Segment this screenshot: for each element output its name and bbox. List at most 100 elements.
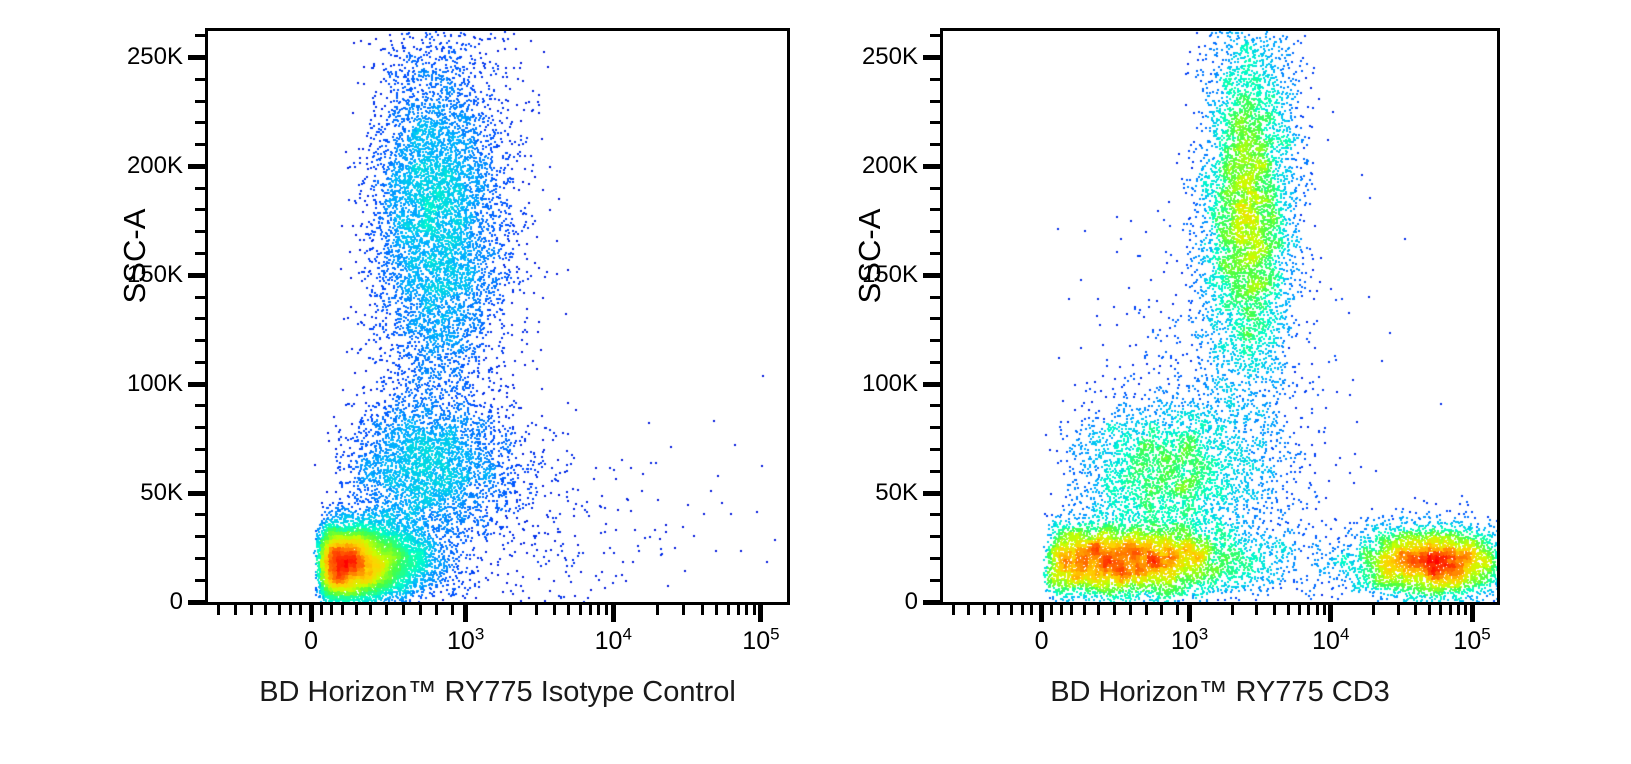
y-tick-minor: [195, 469, 208, 473]
y-tick-label: 250K: [861, 43, 918, 71]
x-tick-minor: [1112, 602, 1116, 615]
x-tick-label: 104: [594, 624, 632, 655]
y-tick-major: [923, 163, 943, 169]
y-tick-minor: [195, 295, 208, 299]
x-tick-minor: [996, 602, 1000, 615]
x-tick-minor: [1097, 602, 1101, 615]
y-tick-minor: [930, 77, 943, 81]
y-tick-minor: [930, 99, 943, 103]
y-tick-minor: [930, 360, 943, 364]
y-tick-minor: [930, 404, 943, 408]
x-tick-minor: [700, 602, 704, 615]
x-tick-minor: [1464, 602, 1468, 615]
x-tick-minor: [418, 602, 422, 615]
scatter-canvas-right: [943, 31, 1497, 602]
y-tick-major: [188, 490, 208, 496]
x-tick-minor: [277, 602, 281, 615]
y-tick-label: 100K: [861, 370, 918, 398]
x-tick-minor: [567, 602, 571, 615]
x-tick-minor: [1144, 602, 1148, 615]
x-tick-major: [610, 602, 616, 622]
x-tick-minor: [1396, 602, 1400, 615]
x-tick-minor: [508, 602, 512, 615]
y-tick-minor: [930, 251, 943, 255]
x-tick-minor: [250, 602, 254, 615]
x-tick-minor: [534, 602, 538, 615]
y-tick-minor: [930, 295, 943, 299]
y-tick-minor: [930, 230, 943, 234]
x-tick-minor: [605, 602, 609, 615]
x-tick-minor: [1315, 602, 1319, 615]
x-tick-minor: [451, 602, 455, 615]
x-tick-minor: [1414, 602, 1418, 615]
y-tick-minor: [930, 513, 943, 517]
y-tick-minor: [195, 426, 208, 430]
y-tick-major: [923, 272, 943, 278]
panel-caption-right: BD Horizon™ RY775 CD3: [1050, 676, 1390, 708]
y-tick-major: [188, 272, 208, 278]
y-tick-minor: [195, 556, 208, 560]
y-tick-minor: [195, 208, 208, 212]
x-tick-label: 105: [742, 624, 780, 655]
y-tick-label: 50K: [140, 479, 183, 507]
y-tick-minor: [195, 339, 208, 343]
panel-caption-left: BD Horizon™ RY775 Isotype Control: [259, 676, 736, 708]
y-tick-minor: [930, 34, 943, 38]
y-tick-label: 150K: [126, 261, 183, 289]
y-tick-label: 200K: [126, 152, 183, 180]
scatter-canvas-left: [208, 31, 787, 602]
y-tick-label: 0: [169, 588, 183, 615]
x-tick-minor: [319, 602, 323, 615]
x-tick-minor: [714, 602, 718, 615]
y-tick-minor: [930, 317, 943, 321]
y-axis-label-left: SSC-A: [117, 208, 152, 304]
x-tick-minor: [967, 602, 971, 615]
x-tick-minor: [1009, 602, 1013, 615]
y-tick-minor: [195, 34, 208, 38]
x-tick-minor: [1070, 602, 1074, 615]
x-tick-minor: [1059, 602, 1063, 615]
x-tick-minor: [1030, 602, 1034, 615]
y-tick-label: 200K: [861, 152, 918, 180]
x-tick-minor: [745, 602, 749, 615]
x-tick-label: 0: [304, 627, 318, 655]
x-tick-minor: [656, 602, 660, 615]
x-tick-minor: [289, 602, 293, 615]
y-tick-major: [188, 599, 208, 605]
x-tick-major: [1469, 602, 1475, 622]
y-tick-minor: [930, 535, 943, 539]
y-tick-major: [923, 54, 943, 60]
y-tick-major: [188, 163, 208, 169]
y-tick-major: [923, 599, 943, 605]
x-tick-minor: [217, 602, 221, 615]
x-tick-label: 104: [1312, 624, 1350, 655]
x-tick-minor: [401, 602, 405, 615]
x-tick-minor: [385, 602, 389, 615]
y-tick-minor: [195, 230, 208, 234]
x-tick-minor: [1297, 602, 1301, 615]
y-tick-minor: [195, 317, 208, 321]
x-tick-minor: [1049, 602, 1053, 615]
y-tick-minor: [930, 339, 943, 343]
x-tick-minor: [435, 602, 438, 615]
x-tick-minor: [1371, 602, 1375, 615]
x-tick-major: [463, 602, 469, 622]
y-tick-minor: [195, 186, 208, 190]
x-tick-minor: [579, 602, 583, 615]
y-tick-minor: [930, 556, 943, 560]
y-tick-minor: [930, 208, 943, 212]
x-tick-minor: [1255, 602, 1259, 615]
y-tick-label: 250K: [126, 43, 183, 71]
x-tick-minor: [1428, 602, 1432, 615]
y-tick-minor: [195, 77, 208, 81]
x-tick-minor: [553, 602, 557, 615]
y-tick-minor: [195, 143, 208, 147]
x-tick-minor: [1230, 602, 1234, 615]
x-tick-minor: [983, 602, 987, 615]
y-tick-minor: [195, 448, 208, 452]
y-tick-minor: [195, 360, 208, 364]
x-tick-minor: [233, 602, 237, 615]
x-tick-label: 103: [1170, 624, 1209, 655]
y-tick-minor: [930, 143, 943, 147]
